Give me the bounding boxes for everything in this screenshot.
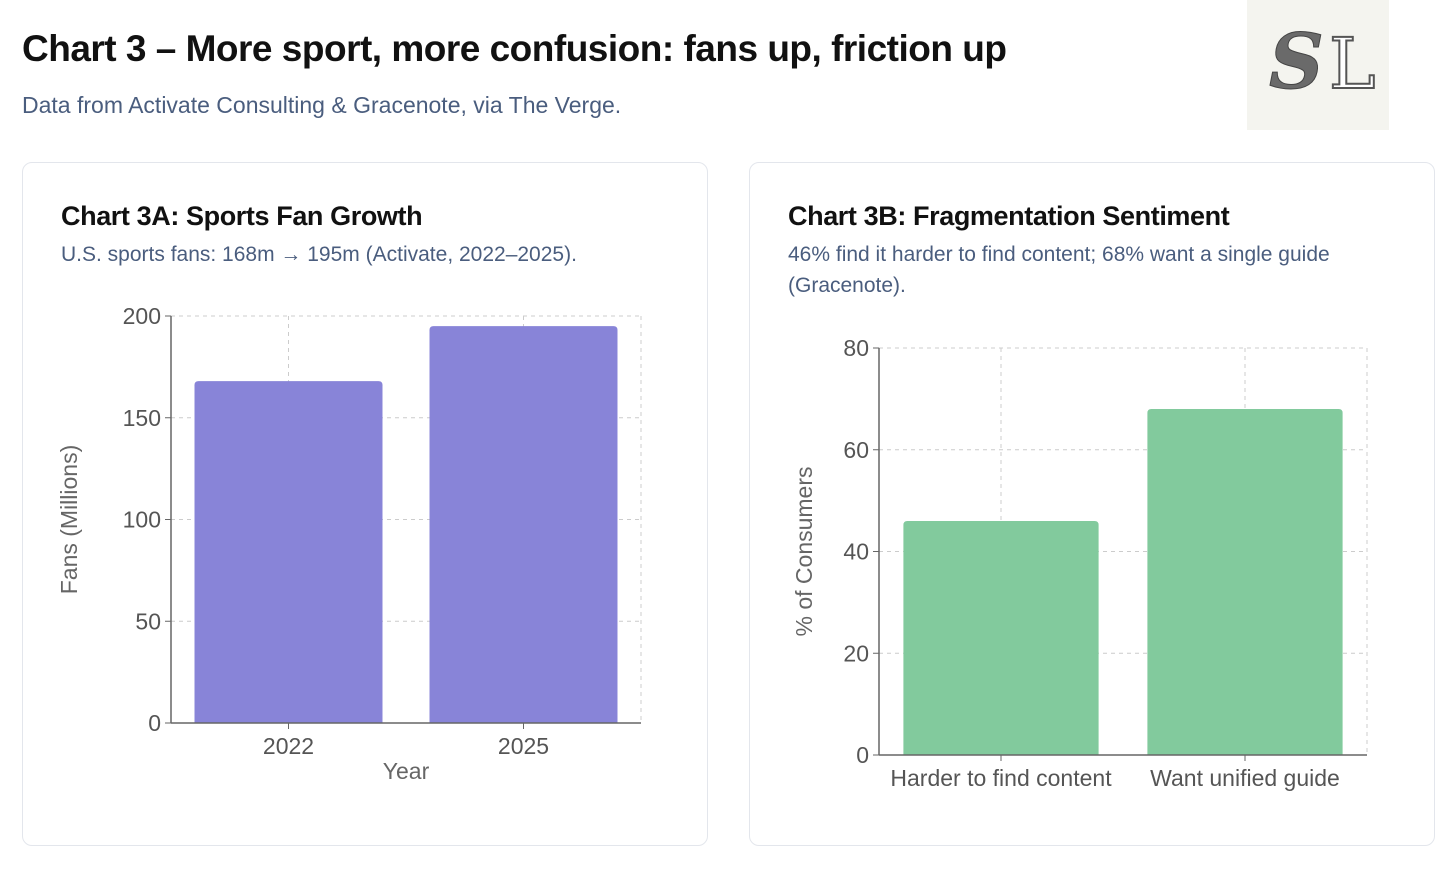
chart-3a: 0 50 100 150 200 2022 2025 Fans (Millions) Year [56,303,642,784]
logo: S L [1247,0,1389,130]
y-tick-label: 80 [843,335,869,361]
chart-card-3a: Chart 3A: Sports Fan Growth U.S. sports … [22,162,708,846]
y-tick-label: 200 [123,303,161,329]
bar-2025 [429,326,618,723]
y-tick-label: 20 [843,640,869,666]
y-tick-label: 0 [148,710,161,736]
y-tick-label: 100 [123,507,161,533]
y-tick-label: 60 [843,437,869,463]
chart-subtitle: U.S. sports fans: 168m → 195m (Activate,… [61,243,577,266]
chart-title: Chart 3A: Sports Fan Growth [61,201,423,231]
chart-subtitle: 46% find it harder to find content; 68% … [788,243,1330,297]
x-tick-label: 2022 [263,733,314,759]
y-tick-label: 0 [856,742,869,768]
chart-3b: 0 20 40 60 80 Harder to find content Want unif… [791,335,1368,791]
y-tick-label: 150 [123,405,161,431]
x-tick-label: Want unified guide [1150,765,1340,791]
svg-text:S: S [1269,17,1324,106]
bar-harder-to-find-content [903,520,1099,755]
page-title: Chart 3 – More sport, more confusion: fa… [22,28,1007,69]
y-tick-label: 40 [843,539,869,565]
chart-title: Chart 3B: Fragmentation Sentiment [788,201,1230,231]
chart-card-3b: Chart 3B: Fragmentation Sentiment 46% fi… [749,162,1435,846]
page-subtitle: Data from Activate Consulting & Gracenot… [22,92,622,118]
x-tick-label: 2025 [498,733,549,759]
bar-2022 [194,381,383,723]
y-tick-label: 50 [135,608,161,634]
x-axis-label: Year [383,758,430,784]
svg-text:L: L [1329,23,1375,105]
y-axis-label: Fans (Millions) [56,445,82,595]
x-tick-label: Harder to find content [890,765,1112,791]
y-axis-label: % of Consumers [791,466,817,636]
bar-want-unified-guide [1147,409,1343,755]
